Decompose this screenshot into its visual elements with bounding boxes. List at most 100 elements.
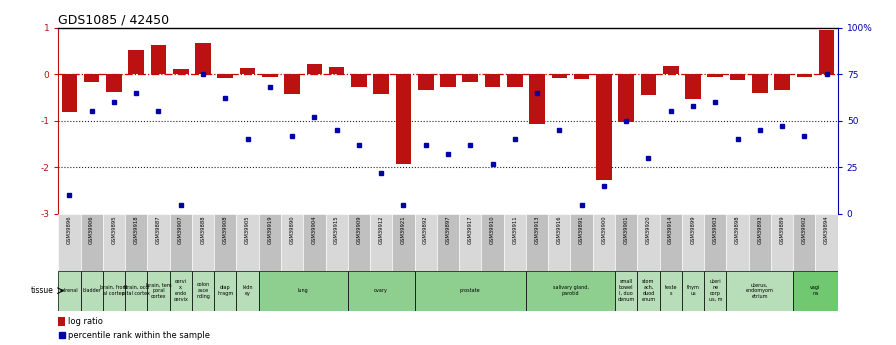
Bar: [548, 214, 571, 271]
Bar: [348, 214, 370, 271]
Text: GSM39905: GSM39905: [245, 216, 250, 244]
Bar: [151, 45, 167, 74]
Text: GSM39921: GSM39921: [401, 216, 406, 244]
Text: cervi
x,
endo
cervix: cervi x, endo cervix: [173, 279, 188, 302]
Text: kidn
ey: kidn ey: [242, 285, 253, 296]
Bar: [281, 214, 303, 271]
Text: GSM39895: GSM39895: [111, 216, 116, 244]
Bar: [729, 74, 745, 80]
Text: uteri
ne
corp
us, m: uteri ne corp us, m: [709, 279, 722, 302]
Bar: [103, 214, 125, 271]
Text: salivary gland,
parotid: salivary gland, parotid: [553, 285, 589, 296]
Bar: [106, 74, 122, 92]
Text: GSM39902: GSM39902: [802, 216, 807, 244]
Text: GSM39915: GSM39915: [334, 216, 340, 244]
Text: GSM39890: GSM39890: [289, 216, 295, 244]
Text: GSM39898: GSM39898: [735, 216, 740, 244]
Text: tissue: tissue: [30, 286, 54, 295]
Bar: [62, 74, 77, 112]
Text: lung: lung: [297, 288, 308, 293]
Bar: [659, 214, 682, 271]
Bar: [507, 74, 522, 87]
Bar: [771, 214, 793, 271]
Bar: [58, 271, 81, 310]
Bar: [485, 74, 500, 87]
Bar: [440, 74, 456, 87]
Text: thym
us: thym us: [686, 285, 700, 296]
Bar: [459, 214, 481, 271]
Bar: [685, 74, 701, 99]
Bar: [306, 64, 323, 74]
Bar: [370, 214, 392, 271]
Text: GSM39919: GSM39919: [267, 216, 272, 244]
Bar: [214, 271, 237, 310]
Bar: [641, 74, 656, 95]
Bar: [708, 74, 723, 77]
Bar: [415, 214, 437, 271]
Text: adrenal: adrenal: [60, 288, 79, 293]
Bar: [214, 214, 237, 271]
Text: GSM39901: GSM39901: [624, 216, 629, 244]
Bar: [752, 74, 768, 93]
Text: GSM39899: GSM39899: [691, 216, 695, 244]
Bar: [125, 271, 147, 310]
Bar: [615, 214, 637, 271]
Text: colon
asce
nding: colon asce nding: [196, 282, 210, 299]
Bar: [526, 214, 548, 271]
Bar: [659, 271, 682, 310]
Text: percentile rank within the sample: percentile rank within the sample: [68, 331, 210, 340]
Text: GSM39911: GSM39911: [513, 216, 517, 244]
Text: GSM39912: GSM39912: [379, 216, 383, 244]
Bar: [351, 74, 366, 87]
Bar: [396, 74, 411, 164]
Text: diap
hragm: diap hragm: [217, 285, 233, 296]
Bar: [303, 214, 325, 271]
Bar: [727, 271, 793, 310]
Bar: [618, 74, 634, 122]
Bar: [374, 74, 389, 94]
Text: GSM39906: GSM39906: [89, 216, 94, 244]
Bar: [504, 214, 526, 271]
Text: stom
ach,
duod
enum: stom ach, duod enum: [642, 279, 656, 302]
Bar: [704, 271, 727, 310]
Bar: [418, 74, 434, 90]
Text: small
bowel
I, duo
denum: small bowel I, duo denum: [617, 279, 634, 302]
Bar: [793, 214, 815, 271]
Bar: [596, 74, 612, 180]
Bar: [103, 271, 125, 310]
Text: GSM39914: GSM39914: [668, 216, 673, 244]
Text: prostate: prostate: [460, 288, 480, 293]
Text: GDS1085 / 42450: GDS1085 / 42450: [58, 13, 169, 27]
Text: bladder: bladder: [82, 288, 101, 293]
Bar: [259, 271, 348, 310]
Text: vagi
na: vagi na: [810, 285, 821, 296]
Bar: [593, 214, 615, 271]
Bar: [637, 271, 659, 310]
Text: GSM39907: GSM39907: [178, 216, 184, 244]
Bar: [84, 74, 99, 82]
Bar: [797, 74, 812, 77]
Bar: [325, 214, 348, 271]
Bar: [348, 271, 415, 310]
Bar: [169, 271, 192, 310]
Bar: [329, 67, 344, 74]
Text: GSM39889: GSM39889: [780, 216, 785, 244]
Bar: [663, 66, 678, 74]
Text: GSM39920: GSM39920: [646, 216, 651, 244]
Bar: [173, 69, 188, 74]
Bar: [169, 214, 192, 271]
Bar: [125, 214, 147, 271]
Text: GSM39910: GSM39910: [490, 216, 495, 244]
Text: teste
s: teste s: [665, 285, 677, 296]
Bar: [147, 271, 169, 310]
Text: brain, occi
pital cortex: brain, occi pital cortex: [122, 285, 151, 296]
Text: GSM39903: GSM39903: [712, 216, 718, 244]
Bar: [682, 271, 704, 310]
Text: GSM39887: GSM39887: [156, 216, 161, 244]
Text: GSM39894: GSM39894: [824, 216, 829, 244]
Bar: [415, 271, 526, 310]
Text: GSM39891: GSM39891: [579, 216, 584, 244]
Text: brain, tem
poral
cortex: brain, tem poral cortex: [146, 282, 171, 299]
Bar: [128, 50, 144, 74]
Text: GSM39917: GSM39917: [468, 216, 473, 244]
